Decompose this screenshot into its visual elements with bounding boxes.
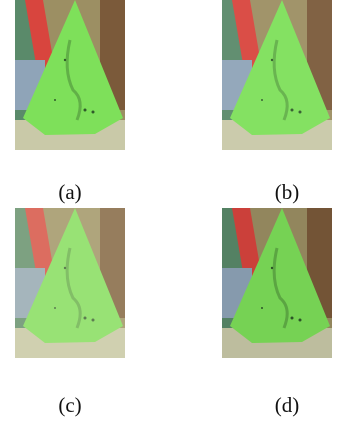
image-b xyxy=(222,0,332,150)
panel-label: (b) xyxy=(232,180,340,205)
image-c xyxy=(15,208,125,358)
panel-label: (d) xyxy=(232,393,340,418)
panel-label: (a) xyxy=(15,180,125,205)
image-a xyxy=(15,0,125,150)
image-d xyxy=(222,208,332,358)
figure: {"figure": {"panels": [{"label": "(a)"},… xyxy=(0,0,340,423)
panel-label: (c) xyxy=(15,393,125,418)
